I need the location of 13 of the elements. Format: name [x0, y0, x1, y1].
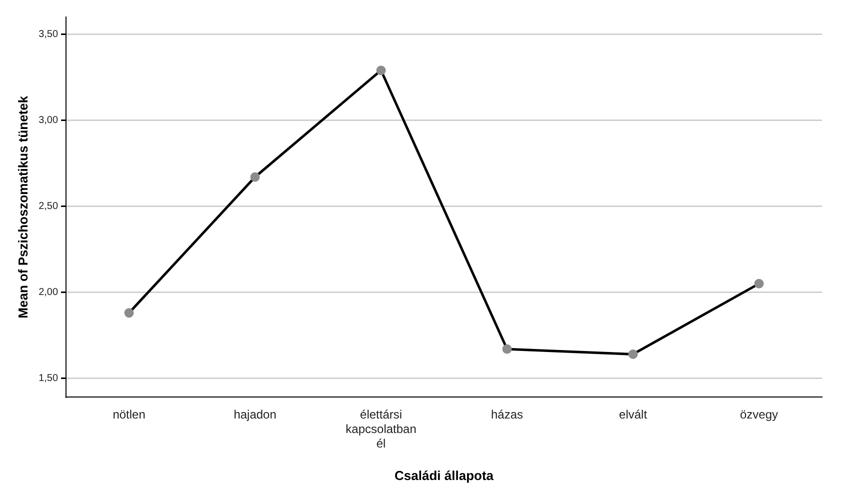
x-tick-label: elvált [619, 408, 648, 422]
y-tick-label: 2,00 [38, 287, 58, 298]
y-axis-title: Mean of Pszichoszomatikus tünetek [15, 95, 30, 318]
x-tick-label: nötlen [112, 408, 146, 422]
y-tick-label: 3,00 [38, 114, 58, 126]
x-tick-label: özvegy [740, 408, 778, 422]
y-tick-label: 2,50 [38, 200, 58, 212]
x-tick-label: házas [491, 408, 524, 422]
x-tick-label: élettársi kapcsolatban él [346, 408, 416, 451]
y-tick-label: 1,50 [38, 373, 58, 384]
x-tick-label: hajadon [234, 408, 276, 422]
x-axis-title: Családi állapota [394, 468, 494, 483]
y-tick-label: 3,50 [38, 28, 58, 40]
